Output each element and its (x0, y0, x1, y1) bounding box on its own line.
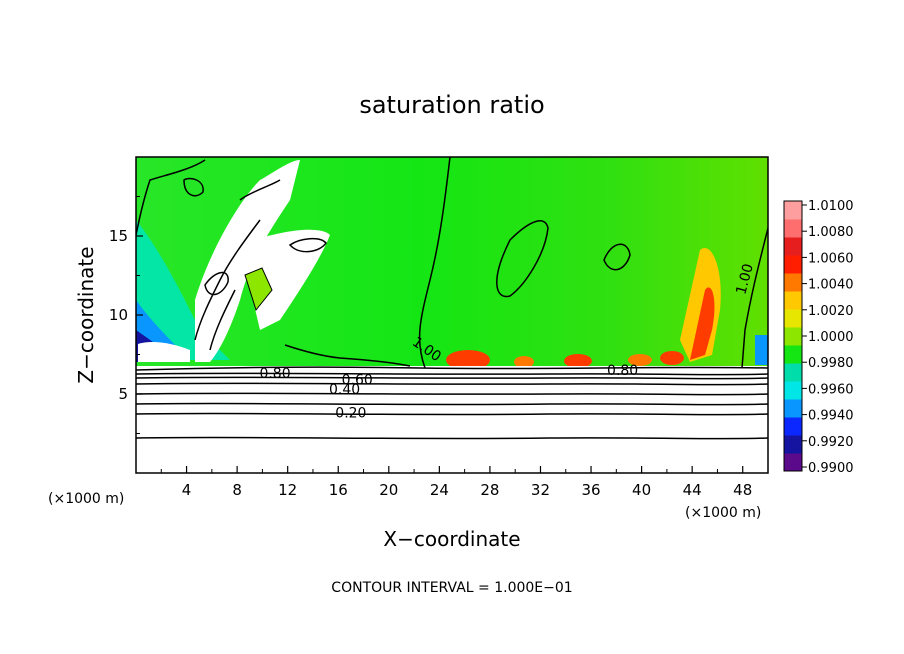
green-cell (244, 267, 273, 312)
x-tick-label: 32 (531, 481, 550, 499)
x-tick-label: 44 (683, 481, 702, 499)
chart-title: saturation ratio (359, 91, 544, 119)
colorbar-swatch (784, 219, 802, 238)
colorbar-swatch (784, 327, 802, 346)
colorbar-swatch (784, 399, 802, 418)
x-unit-right: (×1000 m) (685, 505, 761, 521)
contour-label: 0.40 (329, 382, 360, 398)
orange-plume-inner (690, 287, 715, 360)
colorbar: 1.0100 1.0080 1.0060 1.0040 1.0020 1.0000 0.99… (783, 199, 854, 476)
red-blob-4 (628, 354, 652, 366)
contour-label: 0.60 (342, 373, 373, 389)
red-blob-2 (514, 356, 534, 368)
x-tick-label: 48 (733, 481, 752, 499)
x-unit-left: (×1000 m) (48, 491, 124, 507)
plot-field (136, 157, 768, 473)
colorbar-label: 1.0000 (808, 330, 854, 345)
x-tick-label: 20 (379, 481, 398, 499)
x-axis: 4 8 12 16 20 24 28 32 36 40 44 48 (160, 466, 752, 499)
colorbar-label: 0.9980 (808, 356, 854, 371)
colorbar-label: 0.9960 (808, 382, 854, 397)
red-blob-3 (564, 354, 592, 368)
colorbar-label: 1.0040 (808, 278, 854, 293)
colorbar-label: 0.9900 (808, 461, 854, 476)
red-blob-5 (660, 351, 684, 365)
x-tick-label: 28 (480, 481, 499, 499)
colorbar-swatch (784, 255, 802, 274)
x-tick-label: 8 (232, 481, 242, 499)
colorbar-swatch (784, 345, 802, 364)
colorbar-swatch (784, 453, 802, 472)
cyan-region (136, 220, 230, 360)
contour-lines (136, 157, 768, 440)
colorbar-label: 1.0080 (808, 225, 854, 240)
contour-interval-note: CONTOUR INTERVAL = 1.000E−01 (331, 580, 572, 596)
colorbar-swatch (784, 417, 802, 436)
x-tick-label: 16 (329, 481, 348, 499)
colorbar-swatch (784, 363, 802, 382)
contour-label: 0.80 (259, 366, 290, 382)
colorbar-label: 0.9940 (808, 409, 854, 424)
contour-label: 1.00 (733, 262, 757, 296)
x-tick-label: 40 (632, 481, 651, 499)
y-tick-label: 10 (109, 306, 128, 324)
colorbar-label: 0.9920 (808, 435, 854, 450)
colorbar-swatch (784, 237, 802, 256)
white-cloud-2 (240, 229, 330, 330)
x-tick-label: 36 (581, 481, 600, 499)
contour-label: 0.80 (607, 363, 638, 379)
colorbar-swatch (784, 201, 802, 220)
lower-white-region (136, 366, 768, 473)
x-tick-label: 4 (182, 481, 192, 499)
y-axis: 5 10 15 (109, 196, 143, 434)
colorbar-swatch (784, 291, 802, 310)
colorbar-label: 1.0100 (808, 199, 854, 214)
contour-labels: 1.001.000.80 0.600.400.200.80 (259, 262, 756, 422)
red-blob-1 (446, 350, 490, 370)
y-tick-label: 15 (109, 227, 128, 245)
white-patch-left (138, 342, 190, 362)
contour-label: 0.20 (335, 406, 366, 422)
x-tick-label: 24 (430, 481, 449, 499)
colorbar-label: 1.0060 (808, 251, 854, 266)
x-axis-title: X−coordinate (383, 527, 520, 551)
colorbar-label: 1.0020 (808, 304, 854, 319)
x-tick-label: 12 (278, 481, 297, 499)
colorbar-swatch (784, 381, 802, 400)
colorbar-swatch (784, 273, 802, 292)
colorbar-swatch (784, 435, 802, 454)
y-tick-label: 5 (118, 385, 128, 403)
blue-edge-right (755, 335, 768, 365)
colorbar-swatch (784, 309, 802, 328)
y-axis-title: Z−coordinate (74, 246, 98, 383)
